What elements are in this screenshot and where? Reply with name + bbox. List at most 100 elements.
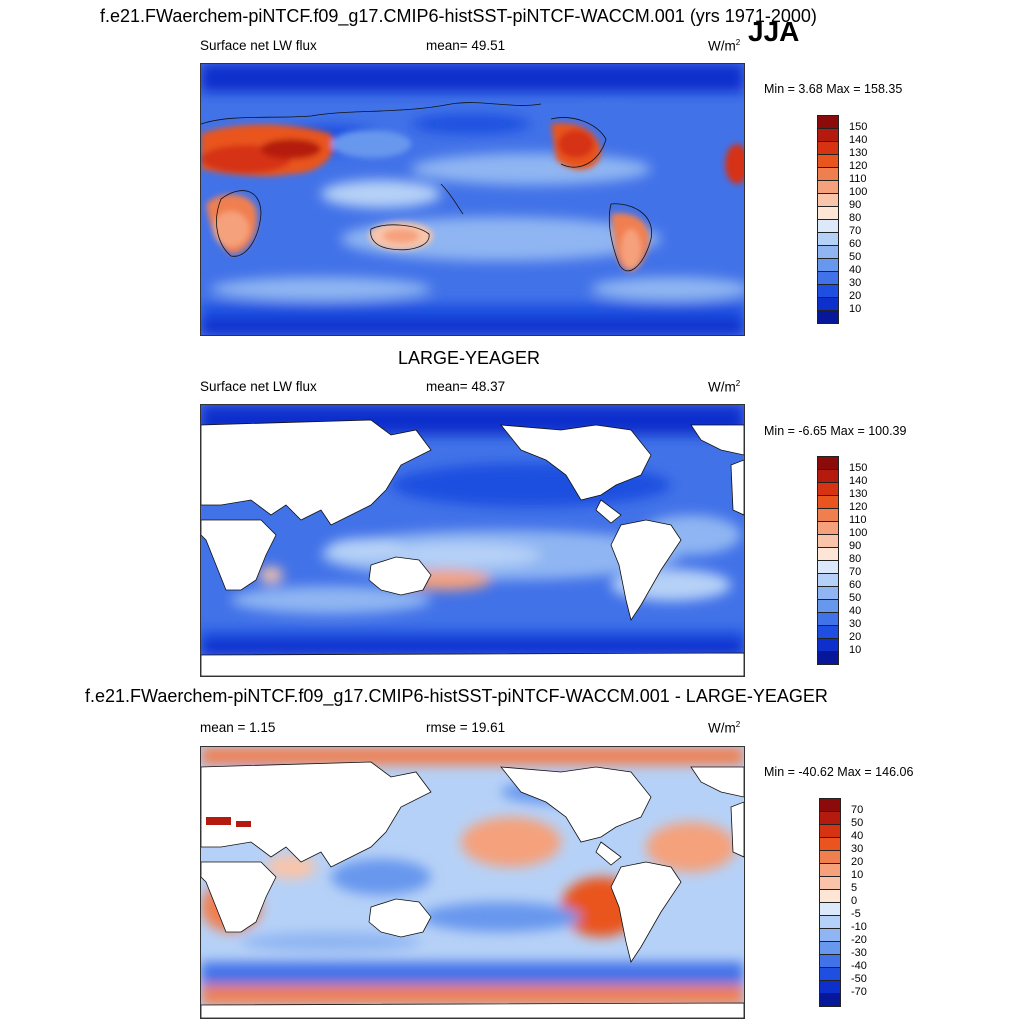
swatch [819,980,841,994]
colorbar-label: 60 [849,238,862,250]
panel1-mean: mean= 49.51 [426,38,506,53]
swatch [817,573,839,587]
swatch [819,824,841,838]
swatch [817,469,839,483]
swatch [817,154,839,168]
swatch [817,495,839,509]
swatch [817,219,839,233]
colorbar-label: 10 [849,644,862,656]
swatch [817,586,839,600]
colorbar-label: 20 [849,290,862,302]
panel2-units: W/m2 [708,379,741,395]
colorbar-label: 120 [849,501,868,513]
colorbar-label: -20 [851,934,867,946]
panel1-units: W/m2 [708,38,741,54]
colorbar-label: 120 [849,160,868,172]
panel1-map [200,63,745,336]
panel2-minmax: Min = -6.65 Max = 100.39 [764,424,907,438]
colorbar-label: 0 [851,895,858,907]
swatch [819,850,841,864]
swatch [819,993,841,1007]
colorbar-label: 60 [849,579,862,591]
colorbar-label: -70 [851,986,867,998]
swatch [817,456,839,470]
panel1-variable: Surface net LW flux [200,38,317,53]
swatch [817,297,839,311]
swatch [817,271,839,285]
colorbar-label: 30 [849,618,862,630]
colorbar-label: -50 [851,973,867,985]
panel3-units: W/m2 [708,720,741,736]
colorbar-label: 90 [849,199,862,211]
swatch [817,521,839,535]
swatch [817,206,839,220]
swatch [817,612,839,626]
swatch [819,876,841,890]
swatch [819,954,841,968]
swatch [819,928,841,942]
swatch [817,284,839,298]
colorbar-label: 70 [851,804,864,816]
colorbar-label: 20 [849,631,862,643]
colorbar-label: 40 [849,264,862,276]
swatch [817,560,839,574]
colorbar-label: 140 [849,475,868,487]
colorbar-label: 30 [849,277,862,289]
panel2-map [200,404,745,677]
swatch [817,599,839,613]
panel3-minmax: Min = -40.62 Max = 146.06 [764,765,914,779]
colorbar-label: 80 [849,212,862,224]
colorbar-label: 70 [849,566,862,578]
swatch [817,310,839,324]
swatch [817,232,839,246]
swatch [817,193,839,207]
colorbar-label: -5 [851,908,861,920]
page-title: f.e21.FWaerchem-piNTCF.f09_g17.CMIP6-his… [100,6,817,26]
swatch [817,245,839,259]
swatch [817,547,839,561]
panel3-mean: mean = 1.15 [200,720,276,735]
colorbar-label: 5 [851,882,858,894]
swatch [819,811,841,825]
swatch [819,967,841,981]
swatch [819,941,841,955]
colorbar-label: 50 [849,251,862,263]
swatch [817,141,839,155]
colorbar-label: 150 [849,121,868,133]
colorbar-label: 90 [849,540,862,552]
colorbar-label: 140 [849,134,868,146]
swatch [819,863,841,877]
swatch [817,128,839,142]
colorbar-label: 40 [851,830,864,842]
panel3-map [200,746,745,1019]
colorbar-label: 110 [849,173,867,185]
colorbar-label: 150 [849,462,868,474]
swatch [819,902,841,916]
swatch [817,651,839,665]
colorbar-label: -30 [851,947,867,959]
colorbar-label: 100 [849,186,868,198]
swatch [819,889,841,903]
swatch [817,180,839,194]
colorbar-label: -40 [851,960,867,972]
colorbar-label: 40 [849,605,862,617]
colorbar-label: 50 [851,817,864,829]
colorbar-label: 100 [849,527,868,539]
swatch [817,638,839,652]
swatch [817,115,839,129]
colorbar-label: 110 [849,514,867,526]
swatch [819,915,841,929]
panel1-minmax: Min = 3.68 Max = 158.35 [764,82,903,96]
panel3-rmse: rmse = 19.61 [426,720,506,735]
swatch [817,508,839,522]
colorbar-label: 80 [849,553,862,565]
panel2-variable: Surface net LW flux [200,379,317,394]
colorbar-label: 20 [851,856,864,868]
swatch [819,798,841,812]
swatch [817,258,839,272]
swatch [817,534,839,548]
panel2-mean: mean= 48.37 [426,379,506,394]
colorbar-label: 10 [849,303,862,315]
swatch [817,625,839,639]
swatch [817,167,839,181]
